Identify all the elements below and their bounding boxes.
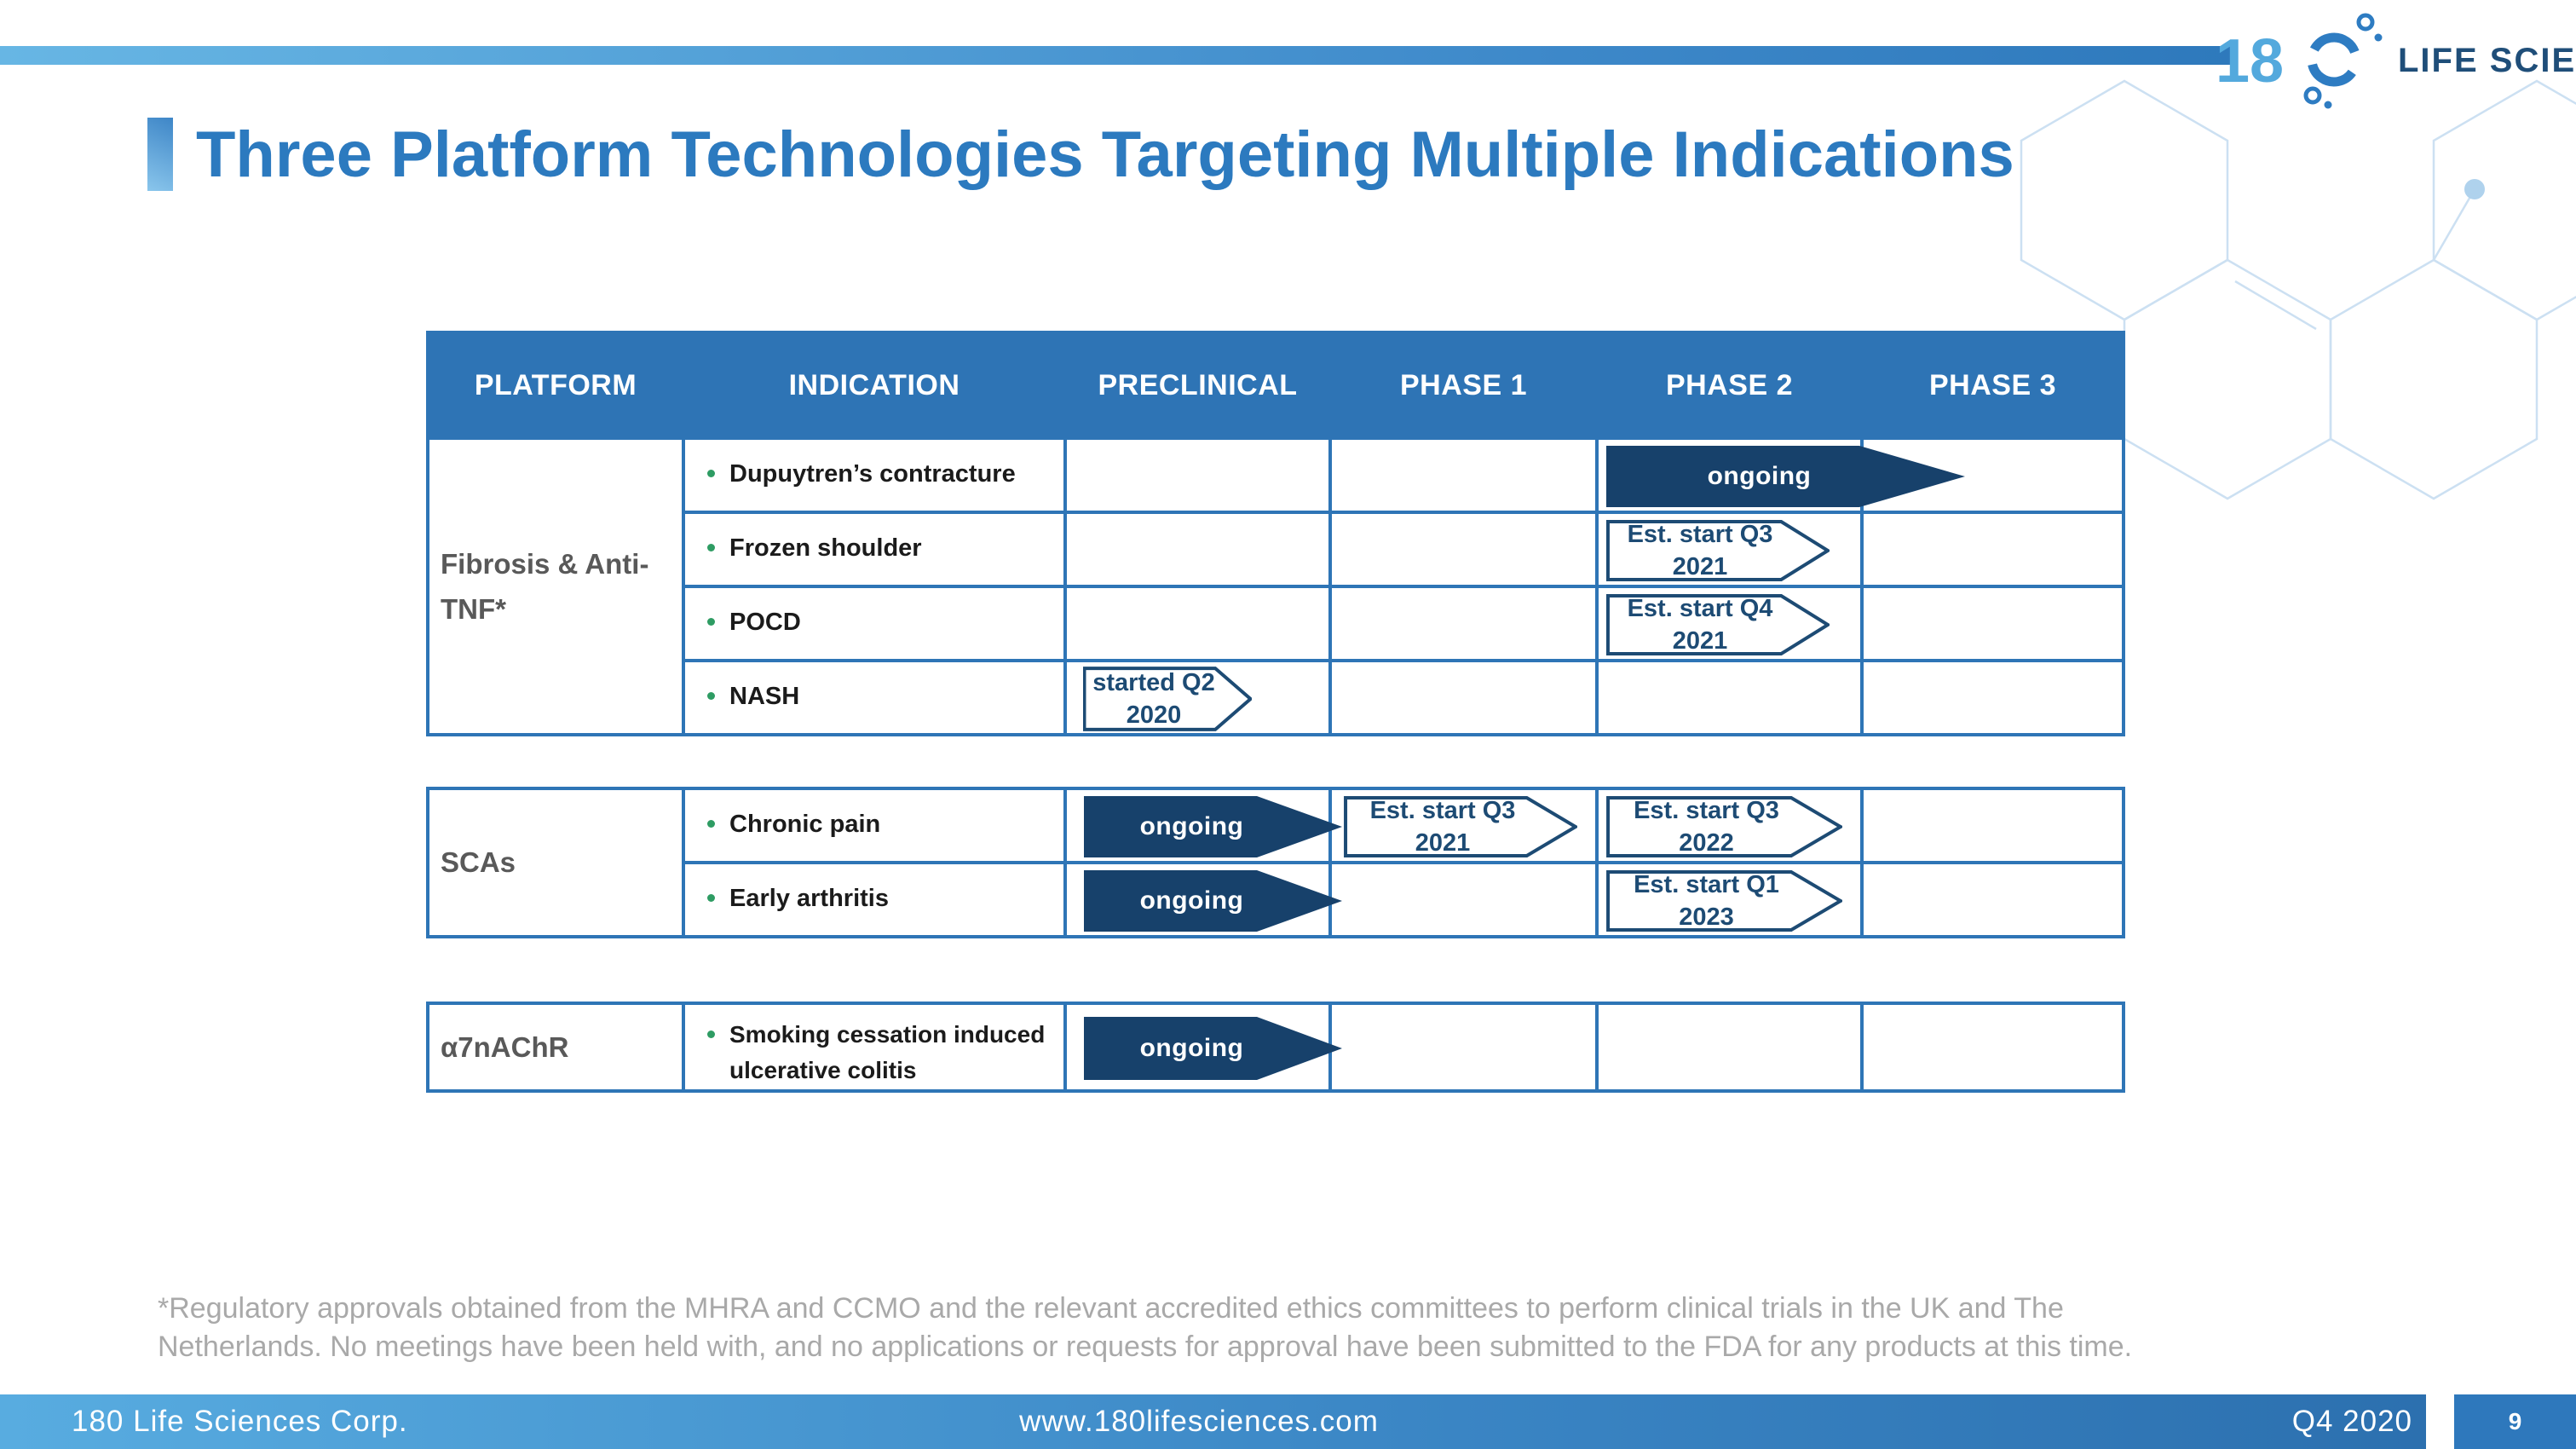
page-title: Three Platform Technologies Targeting Mu… — [196, 118, 2014, 191]
stage-cell-preclinical — [1065, 438, 1330, 512]
stage-cell-phase1: Est. start Q3 2021 — [1330, 788, 1597, 863]
platform-label: α7nAChR — [441, 1030, 569, 1063]
column-header-phase1: PHASE 1 — [1330, 332, 1597, 438]
column-header-phase3: PHASE 3 — [1862, 332, 2124, 438]
indication-label: Smoking cessation induced ulcerative col… — [729, 1021, 1046, 1083]
stage-cell-preclinical — [1065, 512, 1330, 586]
footnote: *Regulatory approvals obtained from the … — [158, 1290, 2132, 1366]
pipeline-header-row: PLATFORM INDICATION PRECLINICAL PHASE 1 … — [428, 332, 2124, 438]
indication-cell: POCD — [683, 586, 1065, 661]
stage-cell-preclinical — [1065, 586, 1330, 661]
stage-cell-phase1 — [1330, 438, 1597, 512]
stage-cell-phase1 — [1330, 1003, 1597, 1091]
column-header-preclinical: PRECLINICAL — [1065, 332, 1330, 438]
logo-number: 18 — [2216, 27, 2284, 95]
column-header-phase2: PHASE 2 — [1597, 332, 1862, 438]
bullet-icon — [707, 692, 715, 700]
milestone-arrow-est-start: Est. start Q3 2021 — [1344, 796, 1577, 857]
indication-cell: Frozen shoulder — [683, 512, 1065, 586]
stage-cell-phase2: Est. start Q3 2021 — [1597, 512, 1862, 586]
stage-cell-phase1 — [1330, 661, 1597, 735]
indication-cell: NASH — [683, 661, 1065, 735]
indication-label: Dupuytren’s contracture — [729, 460, 1016, 488]
page-number: 9 — [2508, 1408, 2522, 1435]
bullet-icon — [707, 618, 715, 626]
stage-cell-phase3 — [1862, 863, 2124, 937]
stage-cell-preclinical: ongoing — [1065, 1003, 1342, 1091]
stage-cell-phase1 — [1330, 586, 1597, 661]
indication-cell: Chronic pain — [683, 788, 1065, 863]
bullet-icon — [707, 470, 715, 477]
company-logo: 18 LIFE SCIENCES — [2216, 13, 2575, 109]
milestone-arrow-ongoing: ongoing — [1084, 796, 1342, 857]
stage-cell-phase3 — [1862, 661, 2124, 735]
stage-cell-phase3 — [1862, 586, 2124, 661]
pipeline-table-fibrosis: PLATFORM INDICATION PRECLINICAL PHASE 1 … — [426, 331, 2125, 736]
logo-wordmark: LIFE SCIENCES — [2398, 42, 2575, 79]
stage-cell-phase2: Est. start Q4 2021 — [1597, 586, 1862, 661]
bullet-icon — [707, 820, 715, 828]
platform-label: SCAs — [441, 846, 516, 879]
milestone-arrow-est-start: Est. start Q3 2022 — [1606, 796, 1842, 857]
top-accent-bar — [0, 46, 2236, 65]
platform-cell-scas: SCAs — [428, 788, 683, 937]
milestone-arrow-ongoing: ongoing — [1084, 870, 1342, 932]
title-accent-bar — [147, 118, 173, 191]
milestone-arrow-est-start: Est. start Q3 2021 — [1606, 520, 1830, 581]
hexagon-molecule-decoration — [2020, 79, 2576, 500]
footer-bar: 180 Life Sciences Corp. www.180lifescien… — [0, 1394, 2426, 1449]
table-row: NASH started Q2 2020 — [428, 661, 2124, 735]
page-number-box: 9 — [2454, 1394, 2576, 1449]
indication-cell: Dupuytren’s contracture — [683, 438, 1065, 512]
stage-cell-phase1 — [1330, 863, 1597, 937]
milestone-arrow-est-start: Est. start Q1 2023 — [1606, 870, 1842, 932]
pipeline-table-scas: SCAs Chronic pain ongoing Est. start Q3 2… — [426, 787, 2125, 938]
platform-cell-fibrosis: Fibrosis & Anti-TNF* — [428, 438, 683, 735]
indication-label: Frozen shoulder — [729, 534, 922, 562]
column-header-indication: INDICATION — [683, 332, 1065, 438]
table-row: Frozen shoulder Est. start Q3 2021 — [428, 512, 2124, 586]
stage-cell-phase2: Est. start Q1 2023 — [1597, 863, 1862, 937]
stage-cell-phase1 — [1330, 512, 1597, 586]
stage-cell-preclinical: started Q2 2020 — [1065, 661, 1330, 735]
table-row: α7nAChR Smoking cessation induced ulcera… — [428, 1003, 2124, 1091]
stage-cell-phase3 — [1862, 512, 2124, 586]
stage-cell-preclinical: ongoing — [1065, 788, 1342, 863]
bullet-icon — [707, 894, 715, 902]
milestone-arrow-est-start: Est. start Q4 2021 — [1606, 594, 1830, 655]
stage-cell-phase2 — [1597, 661, 1862, 735]
column-header-platform: PLATFORM — [428, 332, 683, 438]
platform-label: Fibrosis & Anti-TNF* — [441, 547, 649, 625]
bullet-icon — [707, 544, 715, 551]
platform-cell-a7nachr: α7nAChR — [428, 1003, 683, 1091]
indication-cell: Smoking cessation induced ulcerative col… — [683, 1003, 1065, 1091]
stage-cell-phase3 — [1862, 788, 2124, 863]
stage-cell-phase3 — [1862, 1003, 2124, 1091]
indication-label: Chronic pain — [729, 811, 881, 838]
stage-cell-phase2: Est. start Q3 2022 — [1597, 788, 1862, 863]
footnote-line2: Netherlands. No meetings have been held … — [158, 1330, 2133, 1363]
stage-cell-preclinical: ongoing — [1065, 863, 1342, 937]
indication-label: NASH — [729, 683, 800, 710]
table-row: Early arthritis ongoing Est. start Q1 202… — [428, 863, 2124, 937]
milestone-arrow-started: started Q2 2020 — [1083, 667, 1252, 731]
logo-zero-icon — [2303, 13, 2383, 109]
footer-company: 180 Life Sciences Corp. — [72, 1405, 408, 1438]
pipeline-table-a7nachr: α7nAChR Smoking cessation induced ulcera… — [426, 1002, 2125, 1093]
stage-cell-phase2 — [1597, 1003, 1862, 1091]
table-row: SCAs Chronic pain ongoing Est. start Q3 2… — [428, 788, 2124, 937]
footer-website: www.180lifesciences.com — [1019, 1405, 1379, 1438]
bullet-icon — [707, 1030, 715, 1038]
table-row: Fibrosis & Anti-TNF* Dupuytren’s contrac… — [428, 438, 2124, 735]
indication-label: POCD — [729, 609, 801, 636]
indication-label: Early arthritis — [729, 885, 889, 912]
stage-cell-phase2: ongoing — [1597, 438, 1965, 512]
footer-quarter: Q4 2020 — [2291, 1405, 2412, 1438]
indication-cell: Early arthritis — [683, 863, 1065, 937]
footnote-line1: *Regulatory approvals obtained from the … — [158, 1292, 2064, 1325]
milestone-arrow-ongoing: ongoing — [1084, 1017, 1342, 1080]
table-row: POCD Est. start Q4 2021 — [428, 586, 2124, 661]
